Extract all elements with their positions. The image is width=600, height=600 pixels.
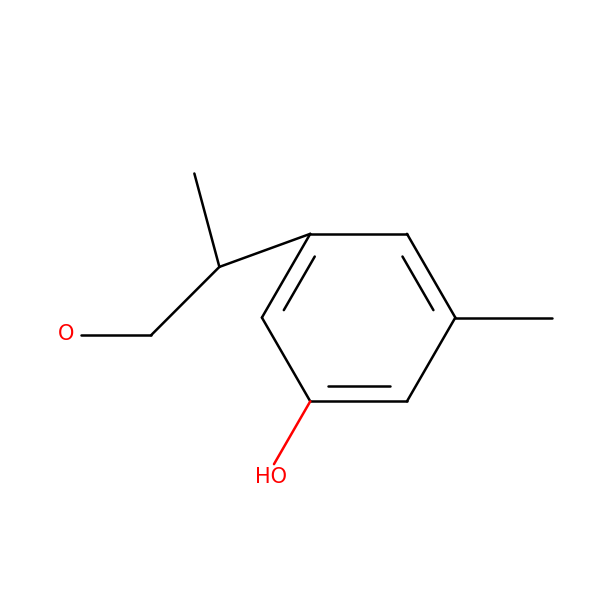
Text: HO: HO	[255, 467, 287, 487]
Text: O: O	[58, 323, 74, 344]
